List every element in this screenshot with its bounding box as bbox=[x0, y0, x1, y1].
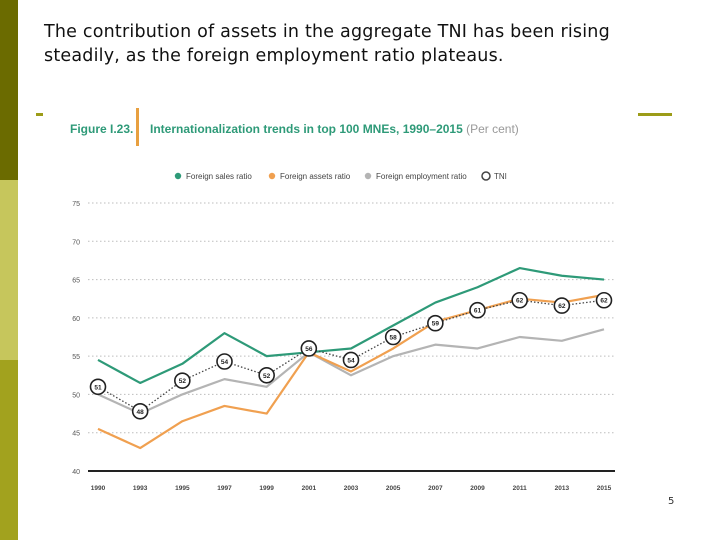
y-tick-label: 45 bbox=[72, 431, 80, 438]
x-tick-label: 1995 bbox=[175, 485, 190, 492]
tni-point bbox=[131, 402, 149, 420]
legend-marker-tni bbox=[481, 171, 491, 181]
tni-point bbox=[595, 291, 613, 309]
tni-point bbox=[258, 366, 275, 384]
x-tick-label: 2007 bbox=[428, 485, 443, 492]
x-tick-label: 2005 bbox=[386, 485, 401, 492]
tni-data-label: 62 bbox=[558, 303, 566, 310]
tni-point bbox=[89, 378, 107, 396]
x-tick-label: 2015 bbox=[597, 485, 612, 492]
x-tick-label: 1990 bbox=[91, 485, 106, 492]
tni-point bbox=[384, 328, 402, 346]
tni-point bbox=[342, 351, 360, 369]
legend-marker-sales bbox=[174, 172, 182, 180]
tni-data-label: 54 bbox=[347, 357, 355, 364]
series-line-sales bbox=[97, 266, 605, 385]
tni-data-label: 48 bbox=[137, 409, 145, 416]
y-tick-label: 65 bbox=[72, 278, 80, 285]
divider-left bbox=[36, 113, 43, 116]
tni-point bbox=[216, 353, 233, 370]
chart-series: 51 48 52 54 52 56 54 58 59 61 62 62 62 bbox=[89, 266, 613, 450]
tni-point bbox=[553, 297, 571, 314]
legend-marker-employment bbox=[364, 172, 372, 180]
x-axis: 1990 1993 1995 1997 1999 2001 2003 2005 2007 2009… bbox=[91, 485, 612, 492]
page-number: 5 bbox=[668, 496, 675, 507]
y-tick-label: 40 bbox=[72, 469, 80, 476]
y-tick-label: 70 bbox=[72, 239, 80, 246]
tni-point bbox=[469, 301, 486, 319]
y-tick-label: 55 bbox=[72, 354, 80, 361]
tni-data-label: 52 bbox=[179, 378, 187, 385]
tni-point bbox=[511, 291, 528, 309]
tni-data-label: 56 bbox=[305, 346, 313, 353]
series-line-employment bbox=[97, 328, 605, 415]
x-tick-label: 2001 bbox=[302, 485, 317, 492]
y-tick-label: 75 bbox=[72, 201, 80, 208]
x-tick-label: 2011 bbox=[513, 485, 527, 492]
legend-label-tni: TNI bbox=[494, 172, 507, 181]
accent-bar-middle bbox=[0, 180, 18, 360]
legend-label-employment: Foreign employment ratio bbox=[376, 172, 467, 181]
y-tick-label: 50 bbox=[72, 392, 80, 399]
tni-data-label: 62 bbox=[600, 298, 608, 305]
x-tick-label: 2013 bbox=[555, 485, 570, 492]
figure-title-separator bbox=[136, 108, 139, 146]
figure-label: Figure I.23. bbox=[70, 122, 133, 136]
tni-data-label: 59 bbox=[432, 321, 440, 328]
accent-bar-bottom bbox=[0, 360, 18, 540]
tni-data-label: 51 bbox=[94, 384, 102, 391]
tni-data-label: 52 bbox=[263, 373, 271, 380]
x-tick-label: 1999 bbox=[259, 485, 274, 492]
tni-data-label: 58 bbox=[390, 335, 398, 342]
x-tick-label: 1993 bbox=[133, 485, 148, 492]
x-tick-label: 2003 bbox=[344, 485, 359, 492]
x-tick-label: 2009 bbox=[470, 485, 485, 492]
figure-unit: (Per cent) bbox=[466, 122, 519, 136]
tni-point bbox=[174, 372, 191, 389]
tni-data-label: 62 bbox=[516, 298, 524, 305]
x-tick-label: 1997 bbox=[217, 485, 232, 492]
figure-title: Internationalization trends in top 100 M… bbox=[150, 122, 519, 136]
tni-point bbox=[427, 314, 444, 332]
tni-data-label: 61 bbox=[474, 308, 482, 315]
y-tick-label: 60 bbox=[72, 316, 80, 323]
tni-point bbox=[300, 340, 318, 357]
chart-grid: 40 45 50 55 60 65 70 75 bbox=[72, 201, 615, 476]
legend-marker-assets bbox=[268, 172, 276, 180]
legend-label-sales: Foreign sales ratio bbox=[186, 172, 252, 181]
slide-caption: The contribution of assets in the aggreg… bbox=[44, 22, 610, 66]
chart-legend: Foreign sales ratio Foreign assets ratio F… bbox=[174, 171, 507, 181]
legend-label-assets: Foreign assets ratio bbox=[280, 172, 351, 181]
tni-data-label: 54 bbox=[221, 359, 229, 366]
accent-bar-top bbox=[0, 0, 18, 180]
divider-right bbox=[638, 113, 672, 116]
